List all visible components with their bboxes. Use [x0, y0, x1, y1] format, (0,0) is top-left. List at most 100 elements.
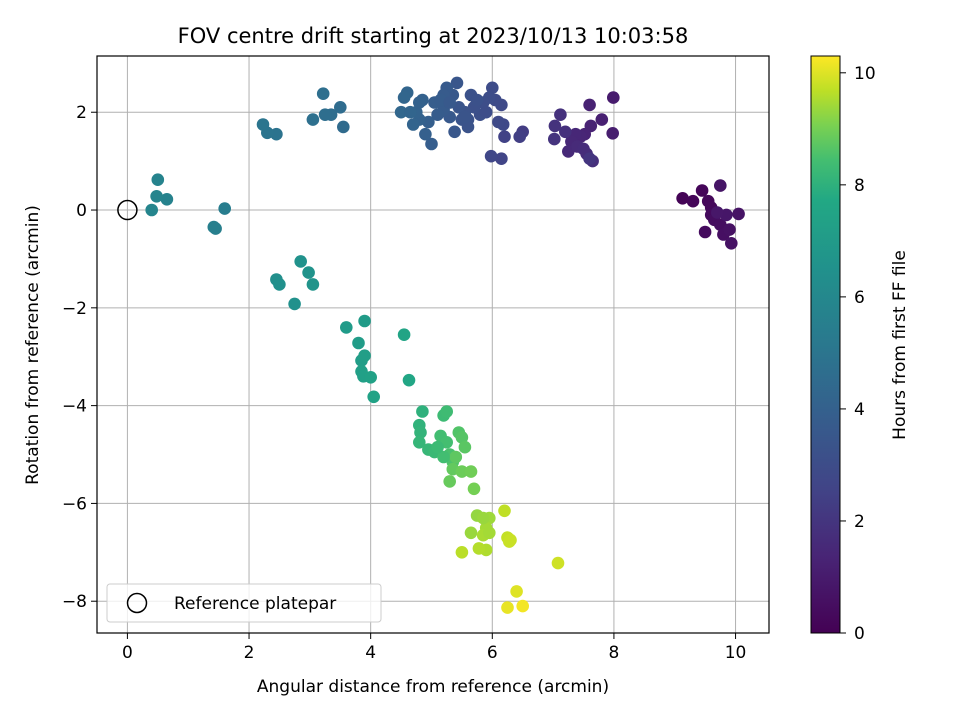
- data-point: [413, 96, 426, 109]
- data-point: [686, 194, 700, 208]
- y-tick-label: −4: [62, 397, 87, 417]
- y-tick-label: 2: [76, 103, 87, 123]
- data-point: [551, 556, 565, 570]
- y-tick-label: −8: [62, 592, 87, 612]
- data-point: [294, 255, 308, 268]
- data-point: [548, 132, 561, 146]
- data-point: [492, 115, 505, 129]
- colorbar-label: Hours from first FF file: [890, 250, 910, 440]
- data-point: [218, 202, 231, 215]
- data-point: [367, 390, 381, 404]
- data-point: [559, 125, 572, 139]
- data-point: [150, 190, 163, 203]
- colorbar-ticks: 0 2 4 6 8 10: [840, 64, 876, 644]
- x-tick-label: 0: [122, 643, 133, 663]
- data-point: [440, 405, 454, 418]
- data-point: [207, 220, 221, 234]
- data-point: [316, 87, 330, 100]
- colorbar-tick-label: 0: [854, 624, 865, 644]
- data-point: [306, 113, 320, 126]
- colorbar-tick-label: 6: [854, 288, 865, 308]
- data-point: [464, 465, 478, 478]
- data-point: [358, 349, 371, 363]
- colorbar-tick-label: 4: [854, 400, 865, 420]
- data-point: [732, 207, 745, 221]
- data-point: [256, 118, 270, 131]
- legend-box: [106, 583, 382, 623]
- data-point: [595, 113, 609, 126]
- data-point: [498, 504, 511, 518]
- y-tick-label: −6: [62, 494, 87, 514]
- data-point: [472, 542, 486, 555]
- data-point: [443, 475, 457, 488]
- data-point: [334, 101, 347, 114]
- data-point: [403, 105, 417, 119]
- data-point: [458, 110, 472, 124]
- plot-frame: [96, 55, 770, 634]
- data-point: [698, 225, 712, 239]
- colorbar-tick-label: 10: [854, 64, 876, 84]
- data-point: [394, 105, 408, 119]
- data-point: [431, 108, 444, 121]
- data-point: [273, 278, 286, 291]
- data-point: [504, 533, 517, 547]
- data-point: [414, 426, 427, 439]
- data-point: [476, 511, 490, 525]
- data-point: [358, 314, 371, 328]
- data-point: [484, 149, 498, 163]
- data-point: [486, 81, 499, 95]
- data-point: [337, 120, 350, 134]
- x-axis-label: Angular distance from reference (arcmin): [257, 677, 609, 697]
- colorbar: [811, 56, 840, 633]
- x-axis-ticks: 0 2 4 6 8 10: [122, 633, 746, 663]
- data-point: [306, 278, 320, 291]
- data-point: [458, 440, 472, 454]
- data-point: [416, 405, 429, 418]
- legend-marker-reference: [126, 592, 148, 614]
- legend-label-reference: Reference platepar: [174, 594, 336, 614]
- y-tick-label: −2: [62, 299, 87, 319]
- data-point: [676, 192, 689, 205]
- data-point: [402, 373, 416, 387]
- data-point: [455, 431, 469, 444]
- data-point: [513, 130, 526, 143]
- data-point: [583, 98, 596, 112]
- x-tick-label: 6: [487, 643, 498, 663]
- data-point: [448, 125, 461, 139]
- data-point: [288, 297, 301, 311]
- data-point: [479, 105, 493, 119]
- legend: Reference platepar: [106, 583, 382, 623]
- data-point: [443, 96, 457, 109]
- data-point: [449, 450, 463, 464]
- data-point: [607, 91, 620, 104]
- data-point: [470, 93, 484, 107]
- data-point: [413, 436, 426, 449]
- data-point: [425, 137, 438, 151]
- data-point: [450, 76, 464, 90]
- data-point: [464, 526, 478, 540]
- data-point: [352, 336, 365, 350]
- data-point: [467, 482, 481, 496]
- data-point: [431, 440, 444, 454]
- data-point: [501, 601, 514, 614]
- data-point: [725, 237, 738, 250]
- y-axis-ticks: −8 −6 −4 −2 0 2: [62, 103, 97, 612]
- data-point: [455, 465, 469, 478]
- data-point: [554, 108, 567, 121]
- data-points: [145, 76, 745, 614]
- data-point: [151, 173, 165, 186]
- x-tick-label: 8: [609, 643, 620, 663]
- data-point: [397, 91, 411, 104]
- data-point: [364, 371, 378, 384]
- data-point: [606, 127, 619, 140]
- data-point: [498, 130, 511, 143]
- colorbar-tick-label: 2: [854, 512, 865, 532]
- data-point: [437, 450, 450, 464]
- colorbar-frame: [810, 55, 841, 634]
- data-point: [711, 206, 724, 219]
- chart-title: FOV centre drift starting at 2023/10/13 …: [178, 24, 689, 48]
- data-point: [548, 119, 562, 133]
- data-point: [583, 152, 596, 165]
- data-point: [302, 266, 315, 279]
